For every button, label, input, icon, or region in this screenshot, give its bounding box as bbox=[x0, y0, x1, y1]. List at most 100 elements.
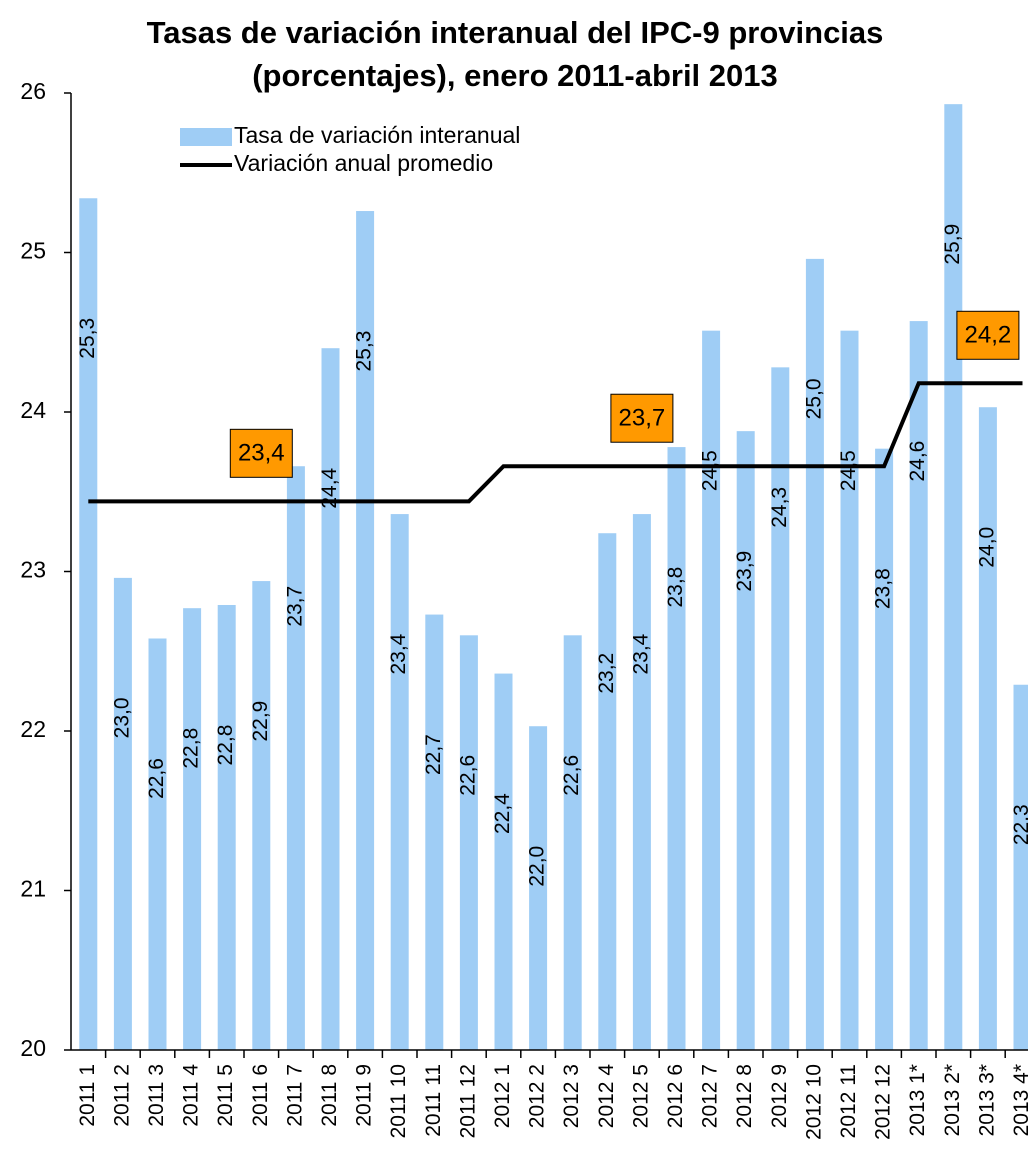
label-box bbox=[956, 310, 1020, 360]
bar bbox=[805, 258, 824, 1050]
data-label: 22,4 bbox=[491, 793, 514, 834]
x-tick-label: 2011 4 bbox=[180, 1064, 203, 1127]
x-tick-label: 2011 3 bbox=[145, 1064, 168, 1127]
chart-title: Tasas de variación interanual del IPC-9 … bbox=[147, 15, 884, 50]
bar bbox=[459, 635, 478, 1050]
x-tick-label: 2011 6 bbox=[249, 1064, 272, 1127]
data-label: 24,5 bbox=[699, 450, 722, 491]
bar bbox=[79, 198, 98, 1050]
bar bbox=[148, 638, 167, 1050]
bar bbox=[252, 581, 271, 1050]
x-tick-label: 2011 12 bbox=[456, 1064, 479, 1138]
data-label: 23,8 bbox=[872, 568, 895, 609]
bar bbox=[632, 514, 651, 1050]
data-label: 24,4 bbox=[318, 467, 341, 508]
data-label: 22,9 bbox=[249, 701, 272, 742]
data-label: 22,6 bbox=[456, 755, 479, 796]
x-tick-label: 2012 2 bbox=[526, 1064, 549, 1128]
chart-title: (porcentajes), enero 2011-abril 2013 bbox=[252, 58, 778, 93]
bar bbox=[321, 348, 340, 1050]
y-tick-label: 23 bbox=[20, 557, 46, 583]
data-label: 22,7 bbox=[422, 734, 445, 775]
bar bbox=[286, 466, 305, 1051]
legend-swatch bbox=[180, 128, 232, 146]
bar bbox=[390, 514, 409, 1050]
data-label: 23,0 bbox=[110, 697, 133, 738]
x-tick-label: 2011 10 bbox=[387, 1064, 410, 1138]
x-tick-label: 2011 5 bbox=[214, 1064, 237, 1127]
data-label: 25,9 bbox=[941, 224, 964, 265]
data-label: 22,8 bbox=[180, 728, 203, 769]
x-tick-label: 2012 11 bbox=[837, 1064, 860, 1138]
y-tick-label: 20 bbox=[20, 1035, 46, 1061]
bar bbox=[217, 604, 236, 1050]
data-label: 24,3 bbox=[768, 487, 791, 528]
data-label: 23,4 bbox=[629, 633, 652, 674]
x-tick-label: 2011 2 bbox=[110, 1064, 133, 1127]
x-tick-label: 2012 4 bbox=[595, 1064, 618, 1129]
x-tick-label: 2012 5 bbox=[629, 1064, 652, 1128]
y-tick-label: 26 bbox=[20, 78, 46, 104]
x-tick-label: 2011 1 bbox=[76, 1064, 99, 1127]
x-tick-label: 2012 7 bbox=[699, 1064, 722, 1128]
data-label: 23,2 bbox=[595, 653, 618, 694]
bar bbox=[909, 321, 928, 1051]
data-label: 25,0 bbox=[802, 378, 825, 419]
x-tick-label: 2012 12 bbox=[872, 1064, 895, 1140]
data-label: 22,6 bbox=[560, 755, 583, 796]
data-label: 23,4 bbox=[387, 633, 410, 674]
x-tick-label: 2011 8 bbox=[318, 1064, 341, 1127]
y-tick-label: 25 bbox=[20, 238, 46, 264]
x-tick-label: 2011 7 bbox=[283, 1064, 306, 1127]
legend-label: Tasa de variación interanual bbox=[234, 122, 520, 148]
x-tick-label: 2012 9 bbox=[768, 1064, 791, 1128]
x-tick-label: 2011 9 bbox=[353, 1064, 376, 1127]
bar bbox=[875, 448, 894, 1050]
data-label: 23,7 bbox=[283, 586, 306, 627]
data-label: 24,2 bbox=[965, 322, 1012, 349]
x-tick-label: 2012 6 bbox=[664, 1064, 687, 1128]
data-label: 22,0 bbox=[526, 846, 549, 887]
data-label: 24,5 bbox=[837, 450, 860, 491]
data-label: 23,9 bbox=[733, 551, 756, 592]
bar bbox=[425, 614, 444, 1050]
x-tick-label: 2013 1* bbox=[906, 1064, 929, 1136]
x-tick-label: 2013 3* bbox=[975, 1064, 998, 1136]
bar bbox=[529, 726, 548, 1050]
line bbox=[88, 381, 1023, 504]
data-label: 23,8 bbox=[664, 567, 687, 608]
bar bbox=[978, 407, 997, 1051]
bar bbox=[494, 673, 513, 1050]
data-label: 24,0 bbox=[975, 527, 998, 568]
bar bbox=[356, 211, 375, 1050]
data-label: 22,8 bbox=[214, 725, 237, 766]
bar bbox=[113, 577, 132, 1050]
bar bbox=[736, 431, 755, 1050]
bar bbox=[1013, 684, 1028, 1050]
bar bbox=[702, 330, 721, 1050]
data-label: 24,6 bbox=[906, 441, 929, 482]
x-tick-label: 2012 10 bbox=[802, 1064, 825, 1140]
x-tick-label: 2013 2* bbox=[941, 1064, 964, 1136]
x-tick-label: 2012 1 bbox=[491, 1064, 514, 1128]
bar bbox=[183, 608, 202, 1050]
legend-label: Variación anual promedio bbox=[234, 150, 493, 176]
bar bbox=[598, 533, 617, 1050]
bar bbox=[667, 447, 686, 1051]
y-tick-label: 21 bbox=[20, 876, 46, 902]
bar bbox=[563, 635, 582, 1050]
label-box bbox=[610, 393, 674, 443]
y-tick-label: 24 bbox=[20, 397, 46, 423]
y-tick-label: 22 bbox=[20, 716, 46, 742]
data-label: 22,3 bbox=[1010, 804, 1028, 845]
data-label: 23,7 bbox=[619, 405, 666, 432]
label-box bbox=[229, 428, 293, 478]
x-tick-label: 2012 3 bbox=[560, 1064, 583, 1128]
x-tick-label: 2013 4* bbox=[1010, 1064, 1028, 1136]
data-label: 22,6 bbox=[145, 758, 168, 799]
data-label: 25,3 bbox=[76, 318, 99, 359]
bar bbox=[840, 330, 859, 1050]
data-label: 23,4 bbox=[238, 440, 285, 467]
x-tick-label: 2011 11 bbox=[422, 1064, 445, 1137]
